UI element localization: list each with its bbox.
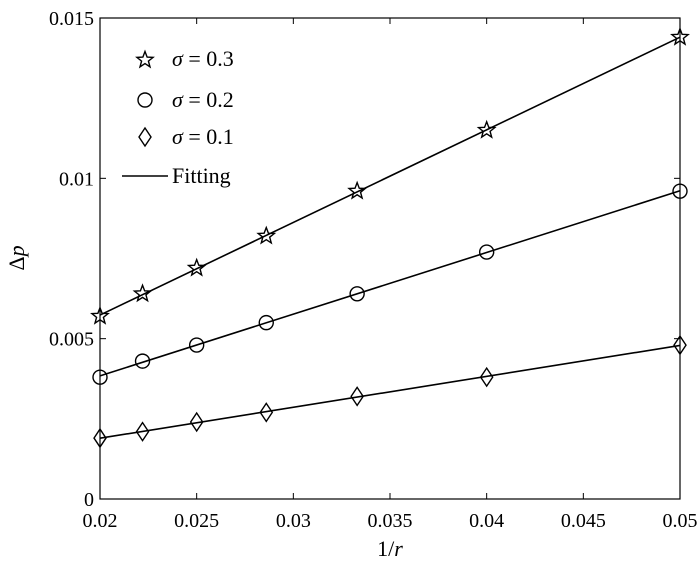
marker-series-0 xyxy=(476,119,497,139)
x-tick-label: 0.025 xyxy=(174,510,219,532)
marker-series-2 xyxy=(479,366,494,388)
marker-series-1 xyxy=(258,314,274,331)
x-tick-label: 0.02 xyxy=(83,510,118,532)
marker-series-0 xyxy=(347,180,368,200)
legend-markers xyxy=(135,49,155,148)
x-axis-label: 1/r xyxy=(377,536,403,561)
marker-series-0 xyxy=(256,225,277,245)
marker-series-2 xyxy=(259,402,274,423)
marker-series-2 xyxy=(135,421,150,442)
marker-series-0 xyxy=(670,26,690,46)
marker-series-2 xyxy=(673,334,687,356)
fit-line-series-0 xyxy=(99,36,681,316)
legend-label-sigma-0.3: σ = 0.3 xyxy=(172,46,234,71)
legend: σ = 0.3 σ = 0.2 σ = 0.1 Fitting xyxy=(122,46,234,188)
marker-series-1 xyxy=(92,369,108,385)
y-tick-label: 0.01 xyxy=(59,168,94,190)
y-axis-label: Δp xyxy=(4,245,29,270)
data-markers xyxy=(90,26,690,449)
legend-label-fitting: Fitting xyxy=(172,163,231,188)
marker-series-0 xyxy=(132,283,153,303)
marker-series-0 xyxy=(90,305,110,325)
marker-series-2 xyxy=(189,411,204,433)
axis-ticks: 0.02 0.025 0.03 0.035 0.04 0.045 0.05 0 0.005 0.0… xyxy=(49,8,698,532)
legend-marker-diamond xyxy=(138,126,152,148)
x-tick-label: 0.05 xyxy=(663,510,698,532)
legend-marker-star xyxy=(135,49,155,69)
legend-label-sigma-0.2: σ = 0.2 xyxy=(172,87,234,112)
marker-series-2 xyxy=(93,427,107,449)
marker-series-2 xyxy=(350,386,364,407)
marker-series-1 xyxy=(478,244,495,260)
y-tick-label: 0.015 xyxy=(49,8,94,30)
x-tick-label: 0.035 xyxy=(368,510,413,532)
fit-line-series-1 xyxy=(99,190,681,377)
marker-series-1 xyxy=(349,286,365,302)
legend-label-sigma-0.1: σ = 0.1 xyxy=(172,124,234,149)
fit-lines xyxy=(99,36,681,439)
x-tick-label: 0.03 xyxy=(276,510,311,532)
marker-series-1 xyxy=(672,183,688,199)
y-tick-label: 0.005 xyxy=(49,329,94,351)
marker-series-1 xyxy=(134,353,151,369)
y-tick-label: 0 xyxy=(84,489,94,511)
marker-series-0 xyxy=(186,257,207,277)
fit-line-series-2 xyxy=(99,344,681,439)
legend-marker-circle xyxy=(137,92,153,108)
x-tick-label: 0.045 xyxy=(561,510,606,532)
x-tick-label: 0.04 xyxy=(469,510,504,532)
marker-series-1 xyxy=(188,337,205,353)
